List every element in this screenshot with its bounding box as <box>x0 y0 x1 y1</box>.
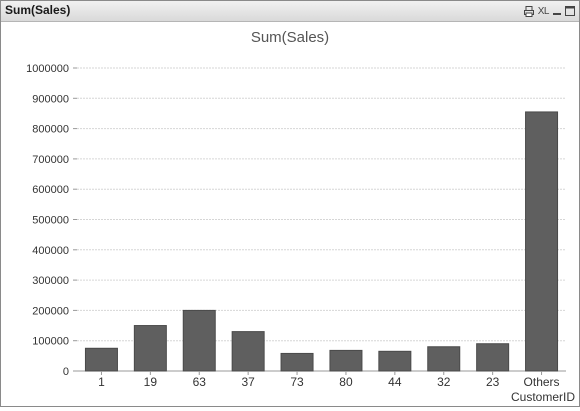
y-tick-label: 400000 <box>32 245 69 257</box>
y-tick-label: 300000 <box>32 275 69 287</box>
x-tick-label: 1 <box>98 375 105 389</box>
bar <box>182 309 216 372</box>
bar <box>280 352 314 372</box>
window-title: Sum(Sales) <box>5 3 71 17</box>
x-axis-label: CustomerID <box>511 390 575 404</box>
x-tick-label: 23 <box>486 375 500 389</box>
y-tick-label: 200000 <box>32 305 69 317</box>
y-tick-label: 700000 <box>32 154 69 166</box>
y-tick-label: 1000000 <box>26 63 69 75</box>
caption-controls: XL <box>523 4 575 18</box>
y-tick-label: 0 <box>63 366 69 378</box>
y-tick-label: 900000 <box>32 93 69 105</box>
bar <box>133 325 167 372</box>
bar <box>329 349 363 372</box>
bar <box>231 331 265 372</box>
maximize-icon[interactable] <box>565 4 575 18</box>
bar <box>476 343 510 372</box>
x-tick-label: 32 <box>437 375 451 389</box>
window-caption[interactable]: Sum(Sales) XL <box>1 1 579 22</box>
x-tick-label: 80 <box>339 375 353 389</box>
y-tick-label: 600000 <box>32 184 69 196</box>
bar <box>525 111 559 372</box>
x-tick-label: 63 <box>193 375 207 389</box>
bar <box>427 346 461 372</box>
y-tick-label: 800000 <box>32 124 69 136</box>
y-tick-label: 100000 <box>32 336 69 348</box>
bar <box>84 347 118 372</box>
x-tick-label: 44 <box>388 375 402 389</box>
x-tick-label: 73 <box>290 375 304 389</box>
chart-title: Sum(Sales) <box>251 29 329 46</box>
chart-area: Sum(Sales) 0 100000 200000 300000 400000 50000… <box>1 22 579 406</box>
bar <box>378 350 412 372</box>
x-tick-label: 19 <box>144 375 158 389</box>
minimize-icon[interactable] <box>553 4 561 18</box>
print-icon[interactable] <box>523 4 534 18</box>
x-tick-label: Others <box>524 375 560 389</box>
send-to-excel-button[interactable]: XL <box>537 5 550 17</box>
bar-chart: Sum(Sales) 0 100000 200000 300000 400000 50000… <box>26 29 575 404</box>
y-tick-label: 500000 <box>32 215 69 227</box>
x-tick-label: 37 <box>241 375 255 389</box>
